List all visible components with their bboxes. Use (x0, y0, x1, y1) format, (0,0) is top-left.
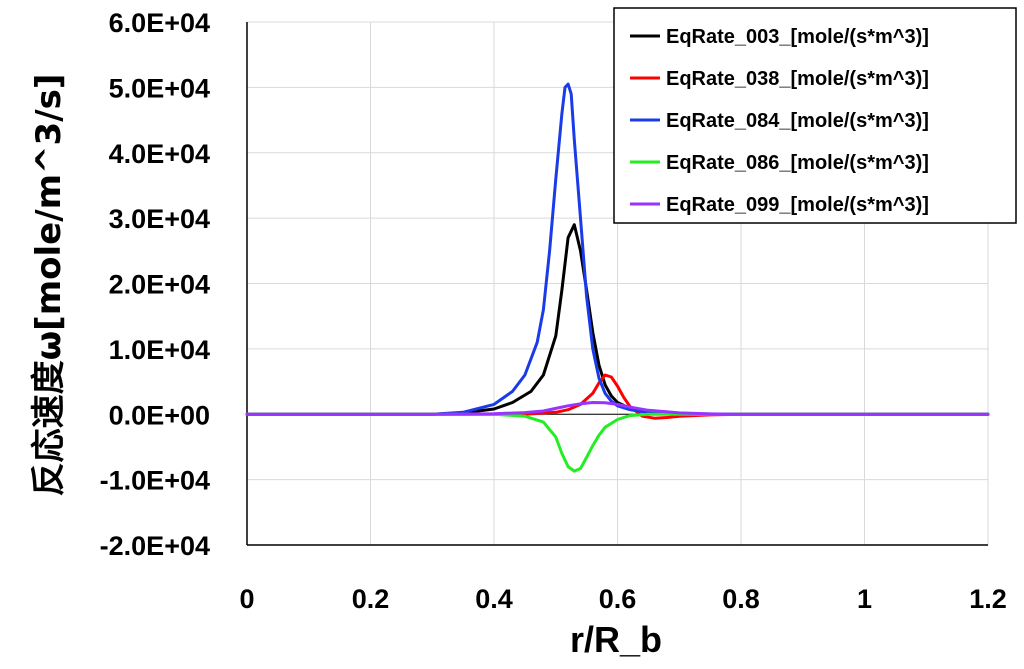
y-tick-label: 0.0E+00 (109, 400, 210, 430)
legend: EqRate_003_[mole/(s*m^3)] EqRate_038_[mol… (613, 7, 1017, 224)
x-tick-label: 1.2 (969, 584, 1007, 614)
legend-box (613, 7, 1017, 224)
x-tick-labels: 0 0.2 0.4 0.6 0.8 1 1.2 (239, 584, 1006, 614)
series-line (245, 401, 990, 416)
y-tick-label: 6.0E+04 (109, 8, 210, 38)
legend-label: EqRate_086_[mole/(s*m^3)] (666, 152, 929, 174)
x-tick-label: 0 (239, 584, 254, 614)
x-tick-label: 0.8 (722, 584, 760, 614)
y-tick-label: 3.0E+04 (109, 204, 210, 234)
y-axis-label: 反応速度ω[mole/m^3/s] (29, 74, 69, 497)
y-tick-label: -1.0E+04 (100, 466, 210, 496)
x-tick-label: 0.2 (352, 584, 390, 614)
legend-label: EqRate_084_[mole/(s*m^3)] (666, 110, 929, 132)
y-tick-label: 2.0E+04 (109, 270, 210, 300)
y-tick-labels: 6.0E+04 5.0E+04 4.0E+04 3.0E+04 2.0E+04 1.0E+… (100, 8, 210, 561)
legend-label: EqRate_099_[mole/(s*m^3)] (666, 194, 929, 216)
x-tick-label: 0.4 (475, 584, 513, 614)
x-tick-label: 0.6 (599, 584, 637, 614)
y-tick-label: 1.0E+04 (109, 335, 210, 365)
x-axis-label: r/R_b (570, 619, 662, 660)
legend-label: EqRate_038_[mole/(s*m^3)] (666, 68, 929, 90)
legend-label: EqRate_003_[mole/(s*m^3)] (666, 26, 929, 48)
y-tick-label: 4.0E+04 (109, 139, 210, 169)
x-tick-label: 1 (857, 584, 872, 614)
series-line (245, 82, 990, 416)
series-lines (245, 82, 990, 473)
y-tick-label: -2.0E+04 (100, 531, 210, 561)
series-line (245, 412, 990, 473)
y-tick-label: 5.0E+04 (109, 73, 210, 103)
